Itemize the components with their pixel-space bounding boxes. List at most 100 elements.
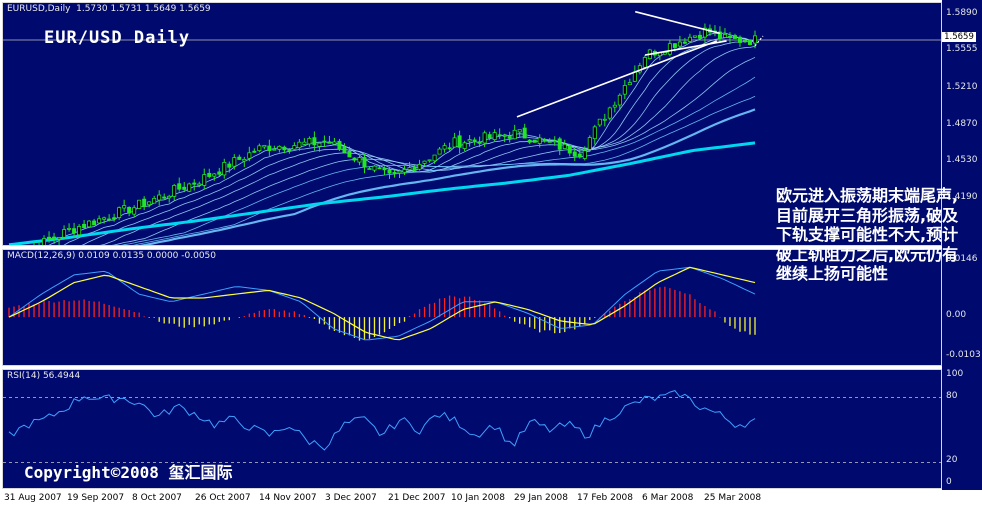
candle-body	[122, 205, 127, 209]
date-tick-label: 8 Oct 2007	[132, 493, 182, 503]
candle-body	[147, 201, 152, 206]
macd-title: MACD(12,26,9) 0.0109 0.0135 0.0000 -0.00…	[7, 251, 217, 261]
macd-line	[8, 266, 756, 341]
macd-tick-label: 0.00	[946, 310, 967, 321]
candle-body	[512, 129, 517, 140]
macd-pane: MACD(12,26,9) 0.0109 0.0135 0.0000 -0.00…	[2, 249, 942, 366]
candle-body	[742, 40, 747, 43]
candle-body	[467, 139, 472, 142]
candle-body	[237, 156, 242, 160]
candle-body	[352, 157, 357, 161]
candle-body	[157, 194, 162, 201]
chart-title: EUR/USD Daily	[44, 28, 191, 48]
candle-body	[162, 196, 167, 199]
candle-body	[532, 139, 537, 143]
date-tick-label: 6 Mar 2008	[642, 493, 694, 503]
rsi-pane: RSI(14) 56.4944	[2, 369, 942, 489]
candle-body	[242, 158, 247, 162]
candle-body	[267, 145, 272, 151]
candle-body	[452, 137, 457, 148]
candle-body	[362, 157, 367, 168]
ma-ribbon-line-6	[121, 76, 756, 245]
candle-body	[182, 186, 187, 190]
candle-body	[322, 140, 327, 143]
candle-body	[112, 217, 117, 220]
candle-body	[747, 39, 752, 45]
ma-ribbon-line-5	[111, 56, 756, 245]
candle-body	[487, 134, 492, 139]
candle-body	[252, 150, 257, 153]
rsi-title: RSI(14) 56.4944	[7, 371, 81, 381]
candle-body	[442, 145, 447, 150]
candle-body	[722, 34, 727, 38]
candle-body	[87, 220, 92, 228]
candle-body	[367, 168, 372, 170]
candle-body	[692, 35, 697, 38]
candle-body	[402, 169, 407, 173]
ma-ribbon-line-2	[63, 36, 756, 245]
candle-body	[457, 135, 462, 148]
candle-body	[247, 152, 252, 159]
candle-body	[192, 182, 197, 185]
date-tick-label: 17 Feb 2008	[577, 493, 634, 503]
date-tick-label: 14 Nov 2007	[259, 493, 317, 503]
signal-line	[8, 266, 756, 341]
ma-ribbon-line-8	[139, 108, 756, 245]
candle-body	[677, 41, 682, 47]
candle-body	[552, 140, 557, 143]
date-tick-label: 10 Jan 2008	[451, 493, 505, 503]
rsi-line	[8, 390, 756, 451]
candle-body	[602, 118, 607, 121]
candle-body	[222, 162, 227, 176]
candle-body	[152, 198, 157, 204]
candle-body	[547, 140, 552, 143]
candle-body	[102, 217, 107, 220]
candle-body	[522, 127, 527, 139]
candle-body	[717, 31, 722, 39]
candle-body	[62, 229, 67, 238]
date-tick-label: 25 Mar 2008	[704, 493, 762, 503]
copyright-text: Copyright©2008 玺汇国际	[24, 463, 233, 482]
date-tick-label: 29 Jan 2008	[514, 493, 568, 503]
candle-body	[287, 149, 292, 151]
current-price-tag: 1.5659	[942, 32, 976, 42]
candle-body	[172, 185, 177, 197]
ma-ribbon-line-4	[99, 46, 756, 245]
date-tick-label: 31 Aug 2007	[4, 493, 62, 503]
candle-body	[392, 172, 397, 174]
price-tick-label: 1.4190	[946, 192, 978, 203]
date-tick-label: 3 Dec 2007	[325, 493, 377, 503]
candle-body	[262, 144, 267, 148]
candle-body	[177, 183, 182, 190]
candle-body	[277, 145, 282, 150]
macd-tick-label: -0.0103	[946, 349, 981, 360]
candle-body	[137, 199, 142, 209]
candle-body	[407, 167, 412, 171]
candle-body	[642, 57, 647, 68]
candle-body	[617, 94, 622, 106]
upper-support-line	[516, 40, 718, 118]
candle-body	[587, 137, 592, 150]
candle-body	[117, 207, 122, 219]
candle-body	[582, 150, 587, 159]
candle-body	[567, 145, 572, 154]
candle-body	[492, 132, 497, 141]
candle-body	[167, 195, 172, 199]
macd-tick-label: 0.0146	[946, 254, 978, 265]
candle-body	[227, 163, 232, 168]
rsi-tick-label: 0	[946, 477, 952, 487]
candle-body	[447, 147, 452, 150]
candle-body	[502, 134, 507, 137]
price-tick-label: 1.5555	[946, 44, 978, 55]
price-pane: EURUSD,Daily 1.5730 1.5731 1.5649 1.5659	[2, 2, 942, 246]
ma-ribbon-line-7	[132, 95, 756, 245]
candle-body	[142, 198, 147, 207]
candle-body	[482, 132, 487, 144]
date-tick-label: 21 Dec 2007	[388, 493, 446, 503]
candle-body	[432, 154, 437, 162]
candle-body	[697, 34, 702, 39]
candle-body	[607, 107, 612, 119]
candle-body	[97, 218, 102, 224]
candle-body	[462, 142, 467, 149]
candle-body	[372, 165, 377, 171]
